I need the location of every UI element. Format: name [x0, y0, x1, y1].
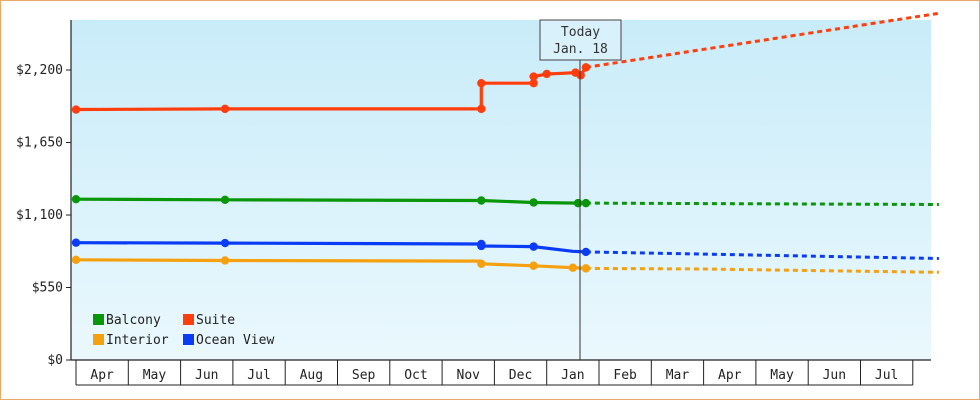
x-tick-label: Jul — [875, 368, 898, 383]
y-tick-label: $2,200 — [16, 63, 63, 78]
legend-label-interior: Interior — [106, 333, 169, 348]
today-callout-text: Jan. 18 — [553, 42, 608, 57]
data-point-suite — [581, 63, 591, 72]
data-point-balcony — [220, 195, 230, 205]
x-tick-label: Jun — [823, 368, 846, 383]
legend-swatch-interior — [93, 334, 104, 345]
y-tick-label: $550 — [32, 281, 63, 296]
x-tick-label: Apr — [718, 368, 742, 383]
x-tick-label: Nov — [457, 368, 481, 383]
data-point-ocean-view — [581, 247, 591, 257]
data-point-suite — [220, 104, 230, 114]
data-point-interior — [568, 263, 578, 272]
data-point-balcony — [581, 198, 591, 208]
data-point-balcony — [71, 194, 81, 204]
x-tick-label: Oct — [404, 368, 427, 383]
today-callout-box — [539, 19, 622, 61]
series-layer — [71, 11, 940, 274]
x-tick-label: May — [143, 368, 167, 383]
axes: $0 $550 $1,100 $1,650 $2,200 Apr May Jun Jul Aug S… — [16, 20, 931, 386]
plot-background — [71, 20, 931, 360]
data-point-interior — [581, 264, 591, 273]
data-point-suite — [71, 105, 81, 114]
x-tick-label: Aug — [300, 368, 323, 383]
data-point-balcony — [477, 196, 486, 205]
data-point-ocean-view — [71, 238, 81, 247]
series-forecast-balcony — [585, 201, 939, 206]
data-point-suite — [477, 104, 486, 114]
series-forecast-interior — [585, 266, 939, 274]
x-tick-label: Jan — [561, 368, 584, 383]
x-tick-label: Mar — [666, 368, 690, 383]
data-point-interior — [71, 255, 81, 265]
series-forecast-ocean-view — [585, 250, 939, 260]
y-tick-label: $1,100 — [16, 208, 63, 223]
data-point-balcony — [529, 198, 538, 207]
x-tick-label: Apr — [90, 368, 114, 383]
data-point-suite — [529, 78, 538, 88]
data-point-interior — [220, 256, 230, 265]
data-point-suite — [529, 72, 538, 81]
today-callout-text: Today — [561, 25, 600, 40]
x-tick-label: Sep — [352, 368, 376, 383]
data-point-balcony — [573, 198, 583, 208]
legend-swatch-balcony — [93, 314, 104, 325]
legend-swatch-ocean-view — [183, 334, 194, 345]
data-point-interior — [477, 259, 486, 268]
data-point-suite — [576, 71, 585, 80]
legend-label-balcony: Balcony — [106, 313, 161, 328]
data-point-suite — [477, 78, 486, 88]
legend-swatch-suite — [183, 314, 194, 325]
series-forecast-suite — [585, 11, 940, 69]
legend-label-suite: Suite — [196, 313, 235, 328]
x-tick-label: Jul — [247, 368, 270, 383]
x-tick-label: May — [770, 368, 794, 383]
legend: Balcony Suite Interior Ocean View — [93, 313, 274, 348]
today-marker: Today Jan. 18 — [539, 19, 622, 360]
data-point-interior — [529, 261, 538, 270]
data-point-ocean-view — [477, 241, 486, 251]
x-tick-label: Jun — [195, 368, 218, 383]
data-point-ocean-view — [529, 242, 538, 251]
y-tick-label: $0 — [47, 353, 63, 368]
y-tick-label: $1,650 — [16, 136, 63, 151]
data-point-ocean-view — [220, 238, 230, 248]
legend-label-ocean-view: Ocean View — [196, 333, 274, 348]
data-point-suite — [542, 69, 551, 79]
x-tick-label: Feb — [613, 368, 637, 383]
x-tick-label: Dec — [509, 368, 532, 383]
